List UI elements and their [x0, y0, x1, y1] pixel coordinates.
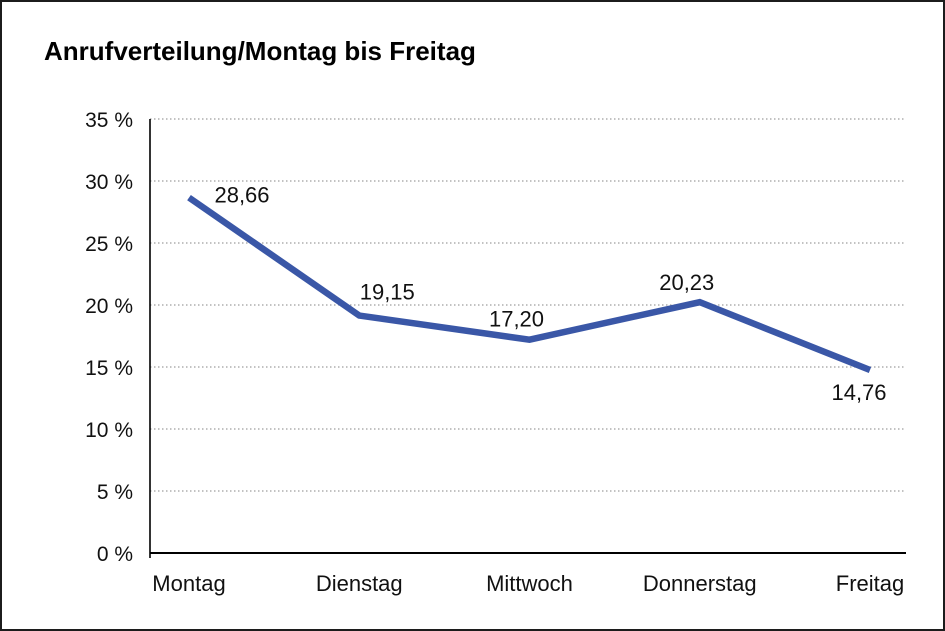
y-axis-label: 20 %	[85, 295, 133, 318]
data-point-label: 28,66	[214, 183, 269, 208]
series-line	[187, 194, 872, 373]
x-axis-label: Montag	[152, 571, 225, 596]
data-point-label: 20,23	[659, 270, 714, 295]
x-axis-label: Donnerstag	[643, 571, 757, 596]
data-point-label: 17,20	[489, 307, 544, 332]
y-axis-label: 5 %	[97, 481, 133, 504]
data-point-label: 19,15	[360, 280, 415, 305]
x-axis-label: Freitag	[836, 571, 904, 596]
y-axis-label: 25 %	[85, 233, 133, 256]
x-axis-label: Dienstag	[316, 571, 403, 596]
y-axis-label: 35 %	[85, 109, 133, 132]
y-axis-label: 10 %	[85, 419, 133, 442]
y-axis-label: 15 %	[85, 357, 133, 380]
chart-title: Anrufverteilung/Montag bis Freitag	[44, 36, 476, 66]
y-axis-label: 0 %	[97, 543, 133, 566]
y-axis-label: 30 %	[85, 171, 133, 194]
x-axis-label: Mittwoch	[486, 571, 573, 596]
data-point-label: 14,76	[831, 380, 886, 405]
